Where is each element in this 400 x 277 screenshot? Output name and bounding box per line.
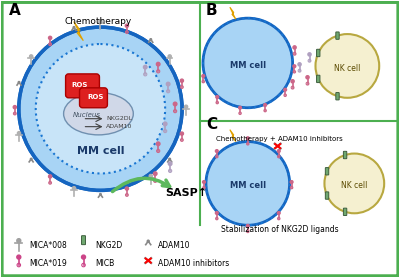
Circle shape — [100, 194, 101, 195]
Circle shape — [13, 106, 16, 109]
Circle shape — [173, 102, 177, 106]
FancyBboxPatch shape — [336, 32, 339, 39]
Circle shape — [169, 158, 170, 160]
Circle shape — [308, 53, 311, 56]
Circle shape — [36, 44, 165, 173]
Circle shape — [73, 27, 75, 28]
Circle shape — [168, 162, 172, 165]
Circle shape — [277, 150, 280, 152]
Text: MM cell: MM cell — [77, 145, 124, 156]
Circle shape — [277, 212, 280, 214]
Circle shape — [163, 122, 167, 126]
Text: Chemotherapy + ADAM10 inhibitors: Chemotherapy + ADAM10 inhibitors — [216, 136, 343, 142]
Text: MM cell: MM cell — [230, 61, 266, 70]
FancyBboxPatch shape — [325, 192, 329, 199]
Circle shape — [125, 24, 128, 27]
Circle shape — [168, 55, 171, 58]
Polygon shape — [74, 22, 83, 41]
Circle shape — [316, 34, 379, 98]
Circle shape — [180, 79, 184, 82]
Text: NK cell: NK cell — [341, 181, 368, 190]
FancyBboxPatch shape — [80, 88, 108, 108]
Circle shape — [48, 36, 52, 40]
Circle shape — [246, 224, 249, 227]
Text: Nucleus: Nucleus — [72, 112, 100, 118]
FancyBboxPatch shape — [325, 168, 329, 175]
Text: C: C — [206, 117, 217, 132]
Circle shape — [125, 187, 128, 190]
Circle shape — [184, 105, 188, 108]
Circle shape — [30, 158, 32, 160]
Circle shape — [298, 63, 301, 66]
Text: A: A — [9, 3, 20, 18]
Circle shape — [206, 142, 290, 225]
Ellipse shape — [64, 93, 133, 135]
Circle shape — [154, 172, 157, 175]
Circle shape — [99, 20, 102, 23]
FancyBboxPatch shape — [316, 75, 320, 83]
Text: MICA*008: MICA*008 — [29, 241, 66, 250]
Circle shape — [290, 181, 293, 183]
FancyBboxPatch shape — [66, 74, 100, 98]
FancyArrowPatch shape — [112, 178, 170, 192]
Circle shape — [166, 82, 170, 86]
Text: ADAM10: ADAM10 — [106, 124, 133, 129]
FancyBboxPatch shape — [343, 208, 347, 216]
FancyBboxPatch shape — [82, 236, 86, 245]
Circle shape — [72, 187, 76, 190]
Text: B: B — [206, 3, 218, 18]
Text: ROS: ROS — [87, 94, 104, 100]
Text: SASP↑: SASP↑ — [165, 188, 207, 198]
Text: Chemotherapy: Chemotherapy — [65, 17, 132, 26]
Circle shape — [180, 132, 184, 135]
Circle shape — [17, 255, 21, 259]
Text: MICB: MICB — [96, 258, 115, 268]
Circle shape — [293, 46, 296, 49]
Circle shape — [239, 106, 242, 109]
Circle shape — [17, 239, 21, 243]
Circle shape — [144, 65, 147, 69]
Text: Stabilization of NKG2D ligands: Stabilization of NKG2D ligands — [221, 225, 338, 234]
Circle shape — [202, 181, 205, 183]
Text: ADAM10: ADAM10 — [158, 241, 191, 250]
Text: MM cell: MM cell — [230, 181, 266, 190]
Circle shape — [156, 62, 160, 66]
Text: NK cell: NK cell — [334, 64, 360, 73]
Circle shape — [216, 150, 218, 152]
Circle shape — [202, 75, 205, 77]
FancyBboxPatch shape — [343, 151, 347, 159]
Circle shape — [291, 80, 294, 83]
Circle shape — [149, 175, 152, 178]
Circle shape — [203, 18, 292, 108]
Text: NKG2D: NKG2D — [96, 241, 123, 250]
Circle shape — [18, 81, 20, 83]
Circle shape — [246, 137, 249, 140]
Text: NKG2DL: NKG2DL — [106, 116, 132, 121]
Circle shape — [48, 175, 52, 178]
Circle shape — [30, 55, 33, 58]
FancyBboxPatch shape — [316, 49, 320, 57]
Circle shape — [306, 76, 309, 79]
Circle shape — [147, 240, 149, 242]
Circle shape — [324, 153, 384, 213]
FancyBboxPatch shape — [336, 93, 339, 100]
Circle shape — [82, 255, 86, 259]
Text: ROS: ROS — [71, 82, 88, 88]
Polygon shape — [230, 7, 236, 19]
Circle shape — [18, 132, 21, 135]
Circle shape — [156, 142, 160, 146]
Circle shape — [216, 212, 218, 214]
Circle shape — [216, 96, 219, 98]
Circle shape — [19, 27, 182, 190]
Polygon shape — [230, 130, 236, 142]
Circle shape — [264, 104, 266, 106]
Text: MICA*019: MICA*019 — [29, 258, 66, 268]
Circle shape — [293, 65, 296, 68]
Circle shape — [284, 88, 286, 91]
Circle shape — [150, 39, 152, 40]
Text: ADAM10 inhibitors: ADAM10 inhibitors — [158, 258, 230, 268]
